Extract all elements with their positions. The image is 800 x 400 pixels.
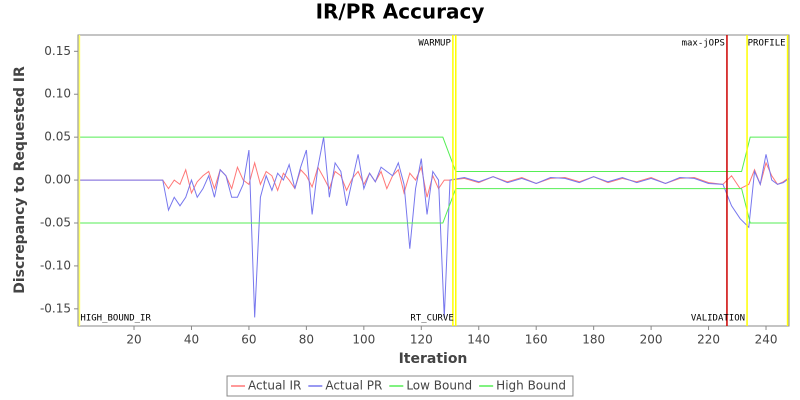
x-tick-label: 180 xyxy=(582,333,605,347)
marker-label: PROFILE xyxy=(748,39,786,49)
x-tick-label: 120 xyxy=(410,333,433,347)
x-tick-label: 140 xyxy=(467,333,490,347)
y-tick-label: -0.10 xyxy=(40,258,71,272)
x-tick-label: 160 xyxy=(525,333,548,347)
y-tick-label: 0.05 xyxy=(44,130,71,144)
x-tick-label: 80 xyxy=(299,333,314,347)
y-tick-label: 0.10 xyxy=(44,87,71,101)
plot-area xyxy=(77,34,790,327)
y-tick-label: -0.15 xyxy=(40,301,71,315)
x-tick-label: 40 xyxy=(184,333,199,347)
y-tick-label: 0.00 xyxy=(44,173,71,187)
legend-label: High Bound xyxy=(496,379,566,393)
y-tick-label: -0.05 xyxy=(40,215,71,229)
y-axis-title: Discrepancy to Requested IR xyxy=(12,66,28,294)
x-tick-label: 60 xyxy=(241,333,256,347)
marker-label: VALIDATION xyxy=(691,314,745,324)
marker-label: max-jOPS xyxy=(682,39,725,49)
marker-label: RT_CURVE xyxy=(410,314,453,324)
x-tick-label: 20 xyxy=(126,333,141,347)
y-tick-label: 0.15 xyxy=(44,44,71,58)
x-axis-title: Iteration xyxy=(399,351,468,367)
x-tick-label: 200 xyxy=(640,333,663,347)
series-line xyxy=(79,160,789,198)
x-tick-label: 240 xyxy=(755,333,778,347)
marker-label: WARMUP xyxy=(418,39,451,49)
series-line xyxy=(79,137,789,318)
series-line xyxy=(79,188,789,224)
legend-label: Actual IR xyxy=(248,379,301,393)
marker-label: HIGH_BOUND_IR xyxy=(80,314,151,324)
chart-title: IR/PR Accuracy xyxy=(316,0,485,24)
legend: Actual IR Actual PR Low Bound High Bound xyxy=(226,375,574,397)
legend-label: Actual PR xyxy=(325,379,382,393)
x-tick-label: 100 xyxy=(352,333,375,347)
series-line xyxy=(79,136,789,172)
legend-label: Low Bound xyxy=(406,379,472,393)
x-tick-label: 220 xyxy=(697,333,720,347)
